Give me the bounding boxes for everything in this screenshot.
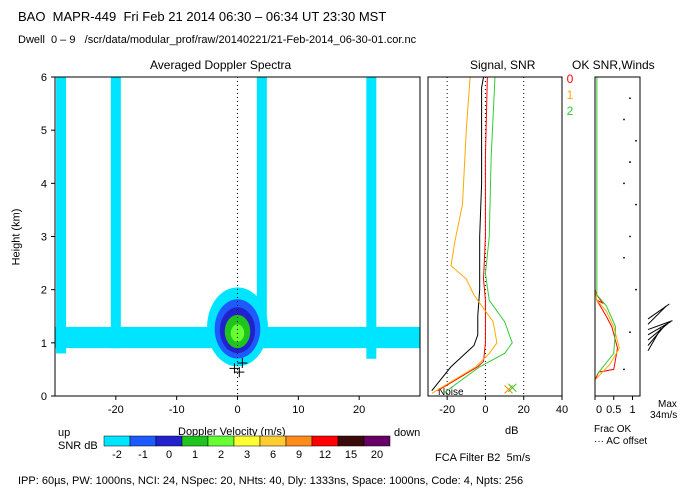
spectra-xtick-label: -20 — [108, 404, 124, 416]
frac-ok-series-1 — [594, 77, 620, 381]
signal-frame — [427, 76, 563, 397]
colorbar-level-label: 9 — [296, 449, 302, 461]
ac-offset-dot — [635, 203, 637, 206]
spectra-ytick-label: 3 — [41, 232, 47, 244]
colorbar-swatch-0 — [103, 435, 131, 447]
ac-offset-dot — [623, 182, 625, 185]
interference-band-1 — [110, 77, 121, 349]
ac-offset-dot — [635, 288, 637, 291]
colorbar-level-label: -1 — [138, 449, 148, 461]
winds-xtick-label: 0 — [596, 404, 602, 416]
colorbar-swatch-3 — [181, 435, 209, 447]
wind-barb-4 — [647, 320, 673, 331]
signal-x-axis-label: dB — [505, 425, 519, 437]
wind-barb-3 — [647, 321, 671, 336]
spectra-ytick-label: 2 — [41, 285, 47, 297]
colorbar-level-label: 12 — [319, 449, 331, 461]
winds-frame — [594, 76, 641, 397]
frac-ok-series-2 — [596, 77, 617, 376]
colorbar-level-label: 1 — [192, 449, 198, 461]
header-subtitle: Dwell 0 – 9 /scr/data/modular_prof/raw/2… — [18, 34, 417, 46]
ac-offset-dot — [623, 368, 625, 371]
winds-panel-title: OK SNR,Winds — [572, 58, 655, 72]
colorbar-level-label: 2 — [218, 449, 224, 461]
winds-note-ac-offset: ··· AC offset — [594, 436, 648, 447]
wind-barb-2 — [647, 323, 669, 341]
colorbar-swatch-5 — [233, 435, 261, 447]
signal-xtick-label: 20 — [518, 404, 530, 416]
signal-series-0 — [431, 76, 485, 391]
header-title: BAO MAPR-449 Fri Feb 21 2014 06:30 – 06:… — [18, 9, 387, 24]
colorbar-down-label: down — [394, 427, 421, 439]
spectral-peak-marker-1 — [229, 363, 240, 374]
spectra-xtick-label: 20 — [353, 404, 365, 416]
colorbar-swatch-2 — [155, 435, 183, 447]
spectra-ytick-label: 5 — [41, 125, 47, 137]
signal-panel-title: Signal, SNR — [470, 58, 536, 72]
spectra-x-axis-label: Doppler Velocity (m/s) — [178, 426, 286, 438]
signal-noise-annotation: Noise — [438, 387, 464, 398]
signal-x-marker-2 — [508, 383, 517, 393]
colorbar-level-label: 15 — [345, 449, 357, 461]
ac-offset-dot — [623, 118, 625, 121]
colorbar-swatch-1 — [129, 435, 157, 447]
spectra-xtick-label: 0 — [234, 404, 240, 416]
interference-band-3 — [366, 77, 377, 359]
spectra-xtick-label: 10 — [292, 404, 304, 416]
wind-scale-speed: 34m/s — [650, 410, 678, 421]
signal-series-3 — [443, 76, 513, 394]
spectra-ytick-label: 4 — [41, 178, 47, 190]
winds-xtick-label: 1 — [629, 404, 635, 416]
ac-offset-dot — [635, 139, 637, 142]
winds-legend-2: 2 — [567, 104, 574, 118]
ac-offset-dot — [629, 161, 631, 163]
colorbar-swatch-10 — [363, 435, 391, 447]
wind-barb-6 — [647, 303, 670, 320]
signal-series-2 — [431, 76, 498, 394]
winds-legend-1: 1 — [567, 88, 574, 102]
colorbar-level-label: -2 — [112, 449, 122, 461]
spectra-panel-title: Averaged Doppler Spectra — [150, 58, 292, 72]
signal-xtick-label: 0 — [482, 404, 488, 416]
spectral-peak-marker-2 — [237, 358, 248, 369]
colorbar-up-label: up — [58, 427, 71, 439]
winds-xtick-label: 0.5 — [606, 404, 621, 416]
winds-legend-0: 0 — [567, 72, 574, 86]
winds-note-frac-ok: Frac OK — [594, 424, 632, 435]
wind-barb-5 — [647, 305, 667, 325]
colorbar-level-label: 3 — [244, 449, 250, 461]
colorbar-swatch-9 — [337, 435, 365, 447]
footer-params: IPP: 60µs, PW: 1000ns, NCI: 24, NSpec: 2… — [18, 475, 524, 487]
spectra-ytick-label: 1 — [41, 338, 47, 350]
ac-offset-dot — [629, 97, 631, 100]
ac-offset-dot — [629, 331, 631, 334]
interference-band-2 — [256, 77, 267, 349]
colorbar-level-label: 0 — [166, 449, 172, 461]
colorbar-swatch-4 — [207, 435, 235, 447]
ac-offset-dot — [629, 235, 631, 238]
colorbar-swatch-6 — [259, 435, 287, 447]
spectra-xtick-label: -10 — [169, 404, 185, 416]
signal-xtick-label: 40 — [556, 404, 568, 416]
colorbar-level-label: 20 — [371, 449, 383, 461]
colorbar-swatch-8 — [311, 435, 339, 447]
wind-scale-max: Max — [658, 399, 677, 410]
colorbar-level-label: 6 — [270, 449, 276, 461]
filter-label: FCA Filter B2 5m/s — [435, 452, 531, 464]
ac-offset-dot — [623, 256, 625, 259]
interference-band-0 — [56, 77, 67, 354]
spectra-ytick-label: 0 — [41, 391, 47, 403]
colorbar-swatch-7 — [285, 435, 313, 447]
colorbar-label: SNR dB — [58, 440, 98, 452]
spectra-ytick-label: 6 — [41, 72, 47, 84]
signal-xtick-label: -20 — [439, 404, 455, 416]
